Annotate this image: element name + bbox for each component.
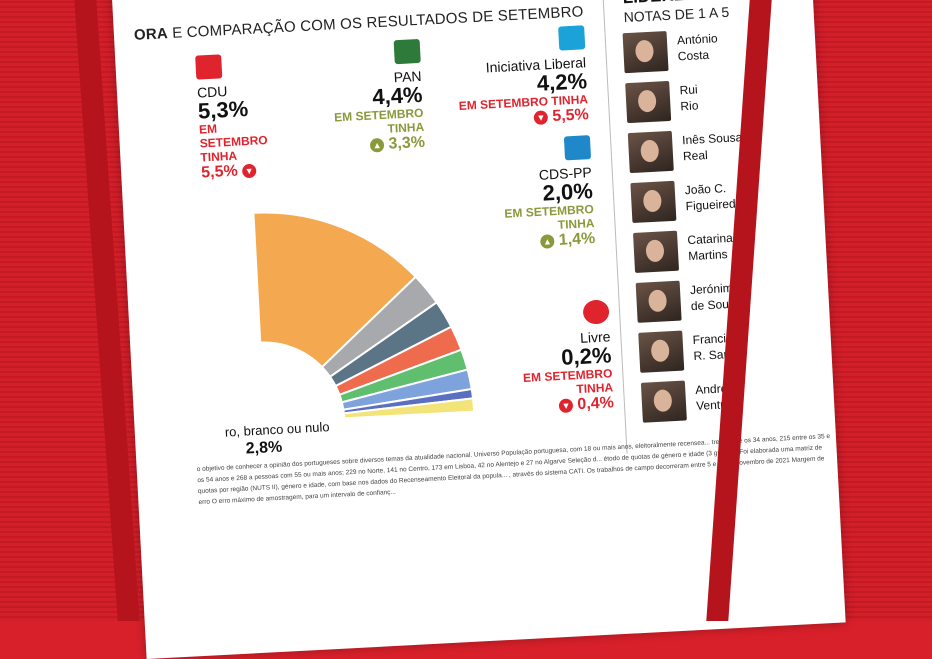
leader-item: Catarina Martins bbox=[633, 223, 825, 277]
prev-label: EM SETEMBRO TINHA bbox=[198, 121, 269, 165]
party-pan: PAN 4,4% EM SETEMBRO TINHA ▲ 3,3% bbox=[330, 38, 426, 157]
leader-photo bbox=[627, 130, 674, 174]
arrow-up-icon: ▲ bbox=[369, 137, 385, 153]
prev-value: 5,5% bbox=[200, 162, 239, 182]
total-value: 2,8% bbox=[245, 438, 283, 458]
arrow-down-icon: ▼ bbox=[241, 163, 257, 179]
leader-name: João C. Figueiredo bbox=[684, 181, 743, 214]
pie-chart bbox=[252, 211, 476, 420]
leader-photo bbox=[638, 330, 685, 373]
leader-name: Catarina Martins bbox=[687, 230, 734, 264]
cds-logo-icon bbox=[563, 135, 592, 161]
leader-face bbox=[653, 389, 673, 413]
prev-value-row: ▲ 3,3% bbox=[335, 134, 426, 157]
leader-face bbox=[637, 89, 657, 113]
leader-face bbox=[640, 139, 660, 163]
leader-photo bbox=[625, 80, 672, 124]
party-il: Iniciativa Liberal 4,2% EM SETEMBRO TINH… bbox=[454, 25, 589, 131]
prev-value-row: 5,5% ▼ bbox=[201, 160, 282, 182]
leader-face bbox=[645, 239, 665, 263]
leader-face bbox=[648, 289, 668, 313]
leader-item: Inês Sousa Real bbox=[627, 123, 820, 177]
arrow-down-icon: ▼ bbox=[558, 398, 574, 414]
leader-photo bbox=[633, 230, 680, 273]
leader-photo bbox=[640, 380, 687, 423]
livre-poppy-icon bbox=[582, 299, 610, 325]
cdu-logo-icon bbox=[195, 54, 223, 80]
pie-slice-0 bbox=[252, 211, 418, 369]
arrow-up-icon: ▲ bbox=[540, 234, 555, 249]
leader-face bbox=[650, 339, 670, 363]
prev-value: 5,5% bbox=[551, 106, 590, 126]
leader-face bbox=[642, 189, 662, 213]
pie-slice-7 bbox=[342, 397, 476, 420]
newspaper-page: ORA E COMPARAÇÃO COM OS RESULTADOS DE SE… bbox=[110, 0, 846, 659]
leader-photo bbox=[635, 280, 682, 323]
party-cdu: CDU 5,3% EM SETEMBRO TINHA 5,5% ▼ bbox=[195, 51, 282, 182]
leader-face bbox=[634, 39, 655, 63]
header-bold: ORA bbox=[133, 25, 169, 44]
prev-value-row: ▼ 0,4% bbox=[524, 394, 615, 417]
leader-item: João C. Figueiredo bbox=[630, 173, 822, 227]
leader-photo bbox=[630, 180, 677, 224]
leader-item: Rui Rio bbox=[625, 73, 817, 127]
leader-item: António Costa bbox=[622, 23, 815, 77]
prev-value: 0,4% bbox=[576, 394, 615, 414]
il-logo-icon bbox=[558, 25, 586, 51]
leader-name: Inês Sousa Real bbox=[681, 130, 743, 164]
prev-value: 1,4% bbox=[558, 229, 596, 249]
leader-name: António Costa bbox=[676, 31, 719, 64]
pan-logo-icon bbox=[393, 38, 421, 65]
leader-photo bbox=[622, 30, 669, 74]
leader-name: Rui Rio bbox=[679, 82, 699, 114]
arrow-down-icon: ▼ bbox=[533, 110, 549, 126]
prev-value: 3,3% bbox=[388, 133, 426, 153]
